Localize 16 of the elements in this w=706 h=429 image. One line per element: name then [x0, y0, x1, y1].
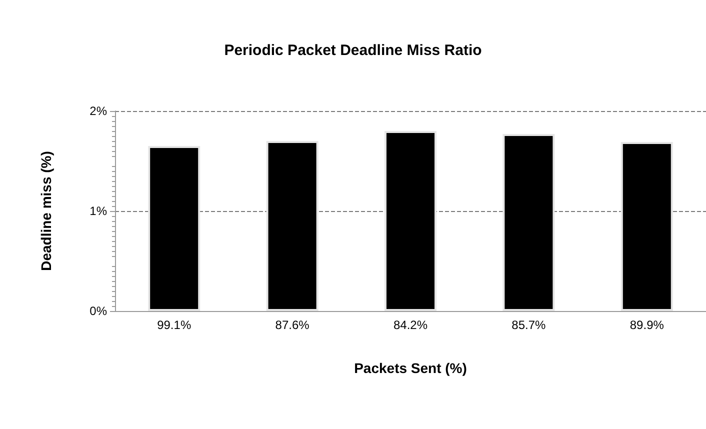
x-tick-label: 84.2%: [393, 318, 428, 332]
x-tick-label: 87.6%: [275, 318, 310, 332]
bar: [502, 134, 555, 311]
x-tick-label: 89.9%: [630, 318, 664, 332]
bar: [620, 142, 673, 311]
y-axis-title: Deadline miss (%): [38, 151, 54, 271]
y-tick-label: 0%: [90, 304, 108, 318]
x-tick-label: 99.1%: [157, 318, 192, 332]
chart-title: Periodic Packet Deadline Miss Ratio: [224, 42, 482, 59]
y-tick-label: 1%: [90, 204, 108, 218]
x-tick-label: 85.7%: [512, 318, 546, 332]
y-tick-label: 2%: [90, 104, 108, 118]
x-axis-title: Packets Sent (%): [354, 360, 467, 376]
bar: [384, 131, 437, 311]
bar: [148, 146, 200, 311]
bar: [266, 141, 318, 311]
